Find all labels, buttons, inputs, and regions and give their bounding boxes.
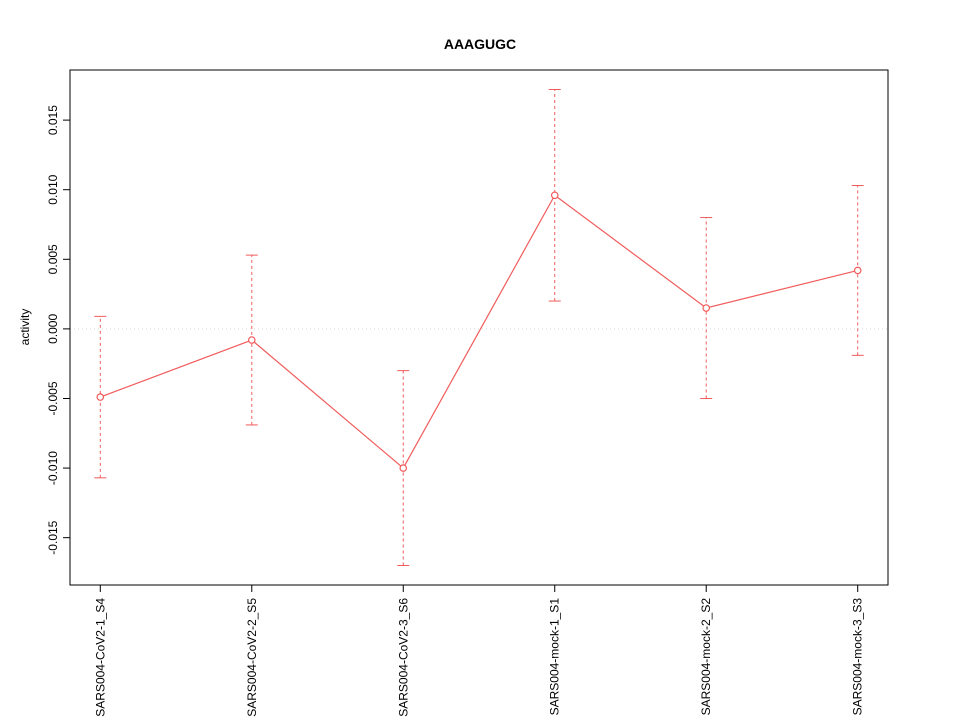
data-point bbox=[247, 336, 256, 344]
x-tick-label: SARS004-CoV2-3_S6 bbox=[396, 598, 410, 717]
y-tick-label: 0.015 bbox=[46, 105, 60, 135]
data-point bbox=[550, 191, 559, 200]
y-tick-label: 0.000 bbox=[46, 314, 60, 344]
x-tick-label: SARS004-mock-3_S3 bbox=[851, 598, 865, 716]
data-point bbox=[853, 266, 862, 275]
series-line bbox=[100, 194, 858, 470]
y-axis-label: activity bbox=[18, 308, 32, 346]
x-tick-label: SARS004-CoV2-1_S4 bbox=[93, 598, 107, 717]
data-point bbox=[399, 464, 408, 472]
y-tick-label: -0.010 bbox=[46, 451, 60, 485]
plot-border bbox=[69, 69, 889, 586]
y-tick-label: -0.005 bbox=[46, 381, 60, 415]
chart-title: AAAGUGC bbox=[443, 36, 517, 52]
y-tick-label: 0.005 bbox=[46, 244, 60, 274]
x-tick-label: SARS004-CoV2-2_S5 bbox=[245, 598, 259, 717]
y-tick-label: -0.015 bbox=[46, 520, 60, 554]
x-tick-label: SARS004-mock-2_S2 bbox=[699, 598, 713, 716]
y-tick-label: 0.010 bbox=[46, 174, 60, 204]
x-tick-label: SARS004-mock-1_S1 bbox=[548, 598, 562, 716]
data-point bbox=[702, 304, 711, 312]
data-point bbox=[96, 393, 105, 401]
